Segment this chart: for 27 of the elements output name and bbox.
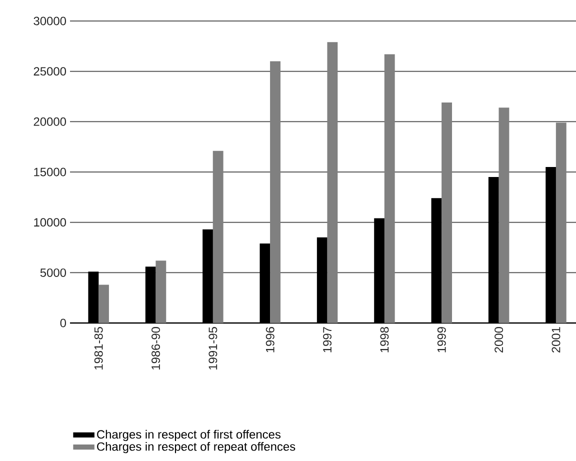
x-tick-label: 1996	[266, 327, 274, 352]
y-tick-label: 25000	[34, 67, 66, 76]
bar	[270, 61, 280, 323]
y-tick-label: 0	[60, 318, 66, 328]
bar	[98, 284, 109, 323]
bar	[498, 108, 510, 323]
x-tick-label: 1997	[323, 327, 332, 352]
y-tick-label: 30000	[34, 16, 66, 26]
bar	[327, 42, 338, 323]
y-tick-label: 5000	[40, 268, 66, 277]
x-tick-label: 1986-90	[152, 326, 160, 370]
x-tick-label: 2001	[552, 327, 560, 353]
bar	[556, 122, 566, 323]
bar	[384, 54, 395, 323]
legend-label: Charges in respect of first offences	[97, 430, 281, 442]
y-tick-label: 20000	[34, 117, 66, 126]
x-tick-label: 1998	[380, 327, 389, 352]
bar	[442, 102, 452, 323]
legend-label: Charges in respect of repeat offences	[97, 442, 296, 454]
x-tick-label: 1999	[437, 327, 446, 352]
y-tick-label: 15000	[34, 168, 66, 176]
x-tick-label: 1991-95	[208, 327, 218, 370]
x-tick-label: 2000	[494, 326, 504, 353]
bar	[212, 150, 224, 323]
bar	[156, 260, 166, 323]
x-tick-label: 1981-85	[94, 327, 103, 370]
y-tick-label: 10000	[34, 218, 66, 227]
